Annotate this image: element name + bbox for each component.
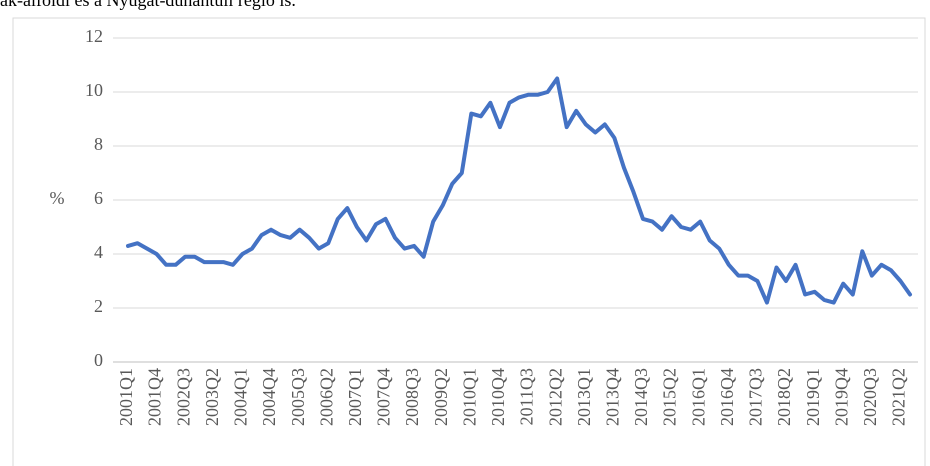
x-tick-label: 2019Q4 <box>831 368 851 426</box>
y-tick-label: 8 <box>94 134 103 154</box>
x-tick-label: 2012Q2 <box>545 368 565 426</box>
x-tick-label: 2020Q3 <box>860 368 880 426</box>
x-tick-label: 2019Q1 <box>803 368 823 426</box>
y-tick-label: 6 <box>94 188 103 208</box>
y-tick-label: 2 <box>94 296 103 316</box>
x-tick-label: 2010Q4 <box>488 368 508 426</box>
x-tick-label: 2011Q3 <box>517 368 537 425</box>
caption: ak-alföldi és a Nyugat-dunántúli régió i… <box>0 0 296 10</box>
y-axis-label: % <box>50 188 65 208</box>
chart-frame <box>12 17 926 466</box>
x-tick-label: 2007Q4 <box>374 368 394 426</box>
data-line <box>126 76 912 305</box>
x-tick-label: 2003Q2 <box>202 368 222 426</box>
x-tick-label: 2018Q2 <box>774 368 794 426</box>
y-tick-label: 12 <box>85 26 103 46</box>
x-tick-label: 2010Q1 <box>459 368 479 426</box>
x-tick-label: 2015Q2 <box>660 368 680 426</box>
x-tick-label: 2013Q1 <box>574 368 594 426</box>
x-tick-label: 2007Q1 <box>345 368 365 426</box>
x-tick-label: 2004Q1 <box>231 368 251 426</box>
x-tick-label: 2016Q4 <box>717 368 737 426</box>
x-tick-label: 2014Q3 <box>631 368 651 426</box>
x-tick-label: 2008Q3 <box>402 368 422 426</box>
x-tick-label: 2001Q4 <box>145 368 165 426</box>
x-tick-label: 2006Q2 <box>316 368 336 426</box>
y-tick-label: 4 <box>94 242 103 262</box>
y-tick-label: 0 <box>94 350 103 370</box>
x-tick-label: 2002Q3 <box>173 368 193 426</box>
x-tick-label: 2009Q2 <box>431 368 451 426</box>
x-tick-label: 2001Q1 <box>116 368 136 426</box>
x-tick-label: 2021Q2 <box>889 368 909 426</box>
x-tick-label: 2017Q3 <box>746 368 766 426</box>
x-tick-label: 2013Q4 <box>602 368 622 426</box>
y-tick-label: 10 <box>85 80 103 100</box>
x-tick-label: 2004Q4 <box>259 368 279 426</box>
x-tick-label: 2016Q1 <box>688 368 708 426</box>
x-tick-label: 2005Q3 <box>288 368 308 426</box>
